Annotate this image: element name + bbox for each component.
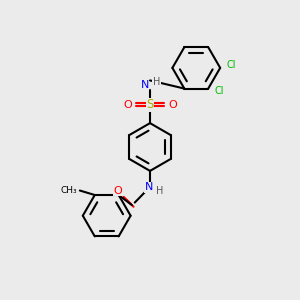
Text: H: H <box>153 77 160 87</box>
Text: S: S <box>146 98 154 111</box>
Text: N: N <box>145 182 153 192</box>
Text: CH₃: CH₃ <box>60 186 77 195</box>
Text: N: N <box>140 80 149 90</box>
Text: O: O <box>123 100 132 110</box>
Text: O: O <box>168 100 177 110</box>
Text: Cl: Cl <box>227 61 236 70</box>
Text: Cl: Cl <box>215 86 224 96</box>
Text: H: H <box>156 186 163 196</box>
Text: O: O <box>113 186 122 196</box>
